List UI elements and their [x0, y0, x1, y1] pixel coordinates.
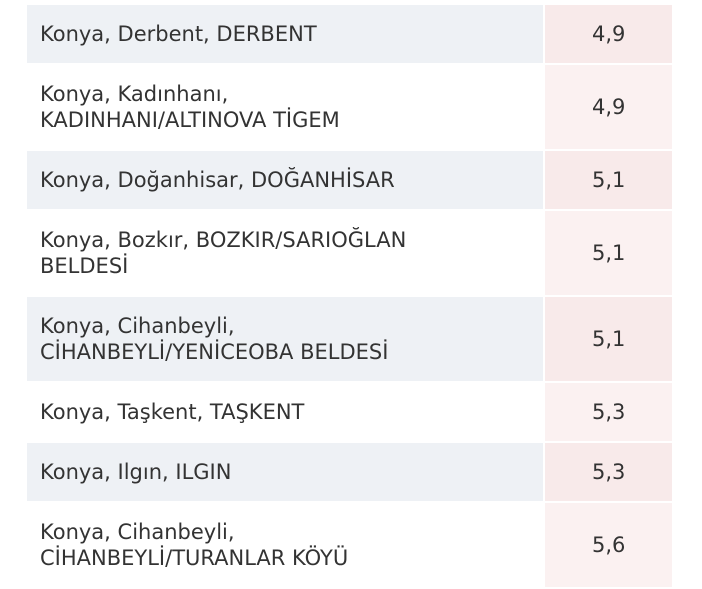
table-row: Konya, Bozkır, BOZKIR/SARIOĞLAN BELDESİ 5,… [27, 211, 672, 297]
value-cell: 5,3 [543, 443, 672, 501]
table-row: Konya, Kadınhanı, KADINHANI/ALTINOVA TİGE… [27, 65, 672, 151]
place-cell: Konya, Derbent, DERBENT [27, 5, 544, 63]
value-cell: 5,1 [543, 211, 672, 295]
value-cell: 4,9 [543, 5, 672, 63]
place-text: Konya, Taşkent, TAŞKENT [40, 400, 305, 424]
table-row: Konya, Ilgın, ILGIN 5,3 [27, 443, 672, 503]
place-cell: Konya, Doğanhisar, DOĞANHİSAR [27, 151, 544, 209]
table-row: Konya, Taşkent, TAŞKENT 5,3 [27, 383, 672, 443]
place-text: BELDESİ [40, 254, 129, 278]
place-text: Konya, Kadınhanı, [40, 82, 229, 106]
table-row: Konya, Cihanbeyli, CİHANBEYLİ/YENİCEOBA B… [27, 297, 672, 383]
table: Konya, Derbent, DERBENT 4,9 Konya, Kadınha… [27, 5, 672, 589]
place-cell: Konya, Cihanbeyli, CİHANBEYLİ/YENİCEOBA B… [27, 297, 544, 381]
place-cell: Konya, Taşkent, TAŞKENT [27, 383, 544, 441]
place-cell: Konya, Kadınhanı, KADINHANI/ALTINOVA TİGE… [27, 65, 544, 149]
value-cell: 5,3 [543, 383, 672, 441]
place-text: Konya, Cihanbeyli, [40, 314, 235, 338]
place-text: Konya, Ilgın, ILGIN [40, 460, 232, 484]
place-text: CİHANBEYLİ/YENİCEOBA BELDESİ [40, 340, 389, 364]
place-text: KADINHANI/ALTINOVA TİGEM [40, 108, 340, 132]
place-text: Konya, Cihanbeyli, [40, 520, 235, 544]
place-text: CİHANBEYLİ/TURANLAR KÖYÜ [40, 546, 349, 570]
table-row: Konya, Doğanhisar, DOĞANHİSAR 5,1 [27, 151, 672, 211]
place-text: Konya, Derbent, DERBENT [40, 22, 317, 46]
value-cell: 5,1 [543, 151, 672, 209]
place-cell: Konya, Bozkır, BOZKIR/SARIOĞLAN BELDESİ [27, 211, 544, 295]
place-cell: Konya, Cihanbeyli, CİHANBEYLİ/TURANLAR KÖ… [27, 503, 544, 587]
table-row: Konya, Cihanbeyli, CİHANBEYLİ/TURANLAR KÖ… [27, 503, 672, 589]
place-text: Konya, Doğanhisar, DOĞANHİSAR [40, 168, 395, 192]
place-text: Konya, Bozkır, BOZKIR/SARIOĞLAN [40, 228, 407, 252]
value-cell: 4,9 [543, 65, 672, 149]
value-cell: 5,1 [543, 297, 672, 381]
table-row: Konya, Derbent, DERBENT 4,9 [27, 5, 672, 65]
value-cell: 5,6 [543, 503, 672, 587]
place-cell: Konya, Ilgın, ILGIN [27, 443, 544, 501]
